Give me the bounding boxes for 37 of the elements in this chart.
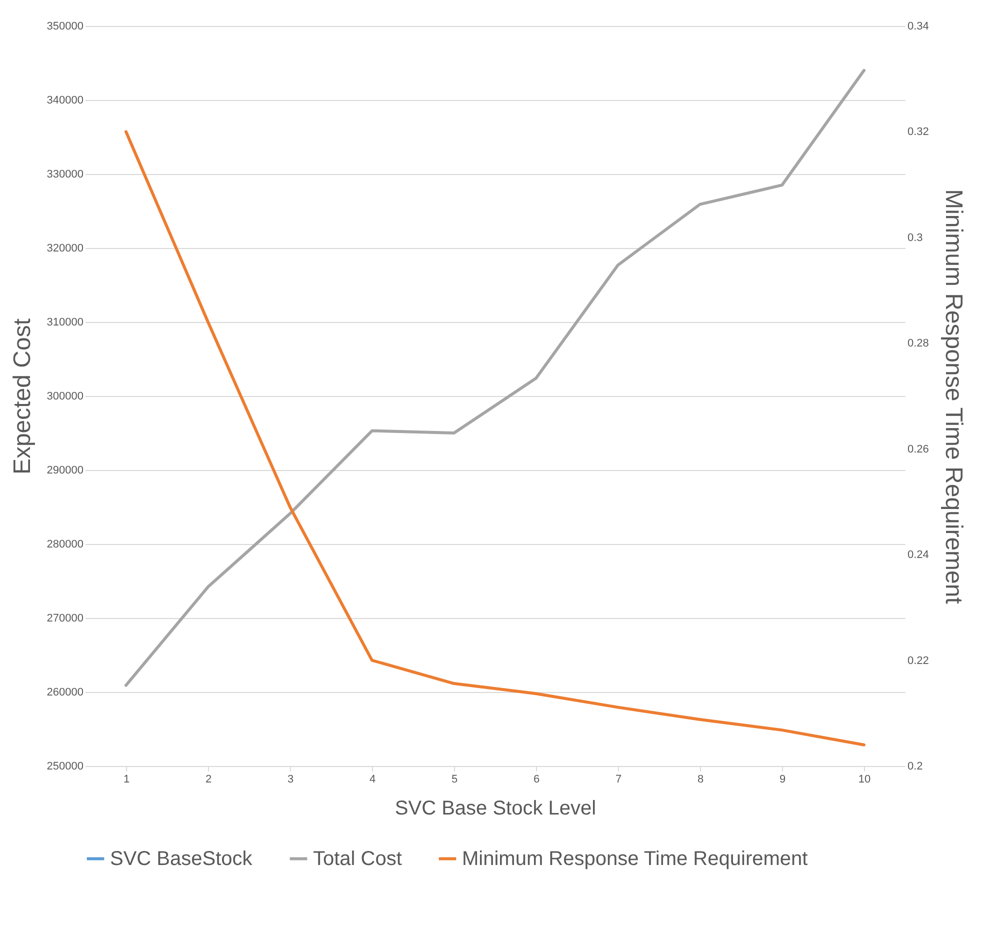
x-tick-label: 3 [287,774,294,786]
y2-tick-label: 0.32 [908,126,929,138]
y-tick-label: 330000 [46,168,84,180]
y2-axis-title: Minimum Response Time Requirement [940,189,967,604]
x-tick-label: 9 [779,774,786,786]
y-axis-title: Expected Cost [8,318,36,475]
y2-tick-label: 0.26 [908,443,929,456]
y-tick-label: 290000 [46,464,84,476]
legend-label: Total Cost [313,848,402,870]
x-tick-label: 2 [205,774,212,786]
y-tick-label: 320000 [46,242,84,254]
legend-label: Minimum Response Time Requirement [462,848,808,870]
y2-tick-label: 0.3 [908,232,923,244]
y2-tick-label: 0.22 [908,654,929,667]
y2-tick-label: 0.2 [908,760,923,772]
x-tick-label: 4 [369,774,376,786]
x-axis-title: SVC Base Stock Level [394,798,596,820]
y-tick-label: 350000 [46,20,84,32]
x-tick-label: 6 [533,774,540,786]
y-tick-label: 250000 [46,760,84,772]
y-tick-label: 340000 [46,94,84,106]
legend-label: SVC BaseStock [110,848,254,870]
y-tick-label: 310000 [46,316,84,328]
x-tick-label: 10 [858,774,871,786]
y2-tick-label: 0.28 [908,338,929,350]
y-tick-label: 260000 [46,686,84,698]
x-tick-label: 7 [615,774,622,786]
y2-tick-label: 0.34 [908,20,929,32]
x-tick-label: 1 [123,774,130,786]
x-tick-label: 5 [451,774,458,786]
y-tick-label: 300000 [46,390,84,402]
line-series [124,130,866,746]
y-tick-label: 280000 [46,538,84,550]
y-tick-label: 270000 [46,612,84,624]
line-series [124,68,866,687]
y2-tick-label: 0.24 [908,549,929,562]
x-tick-label: 8 [697,774,704,786]
